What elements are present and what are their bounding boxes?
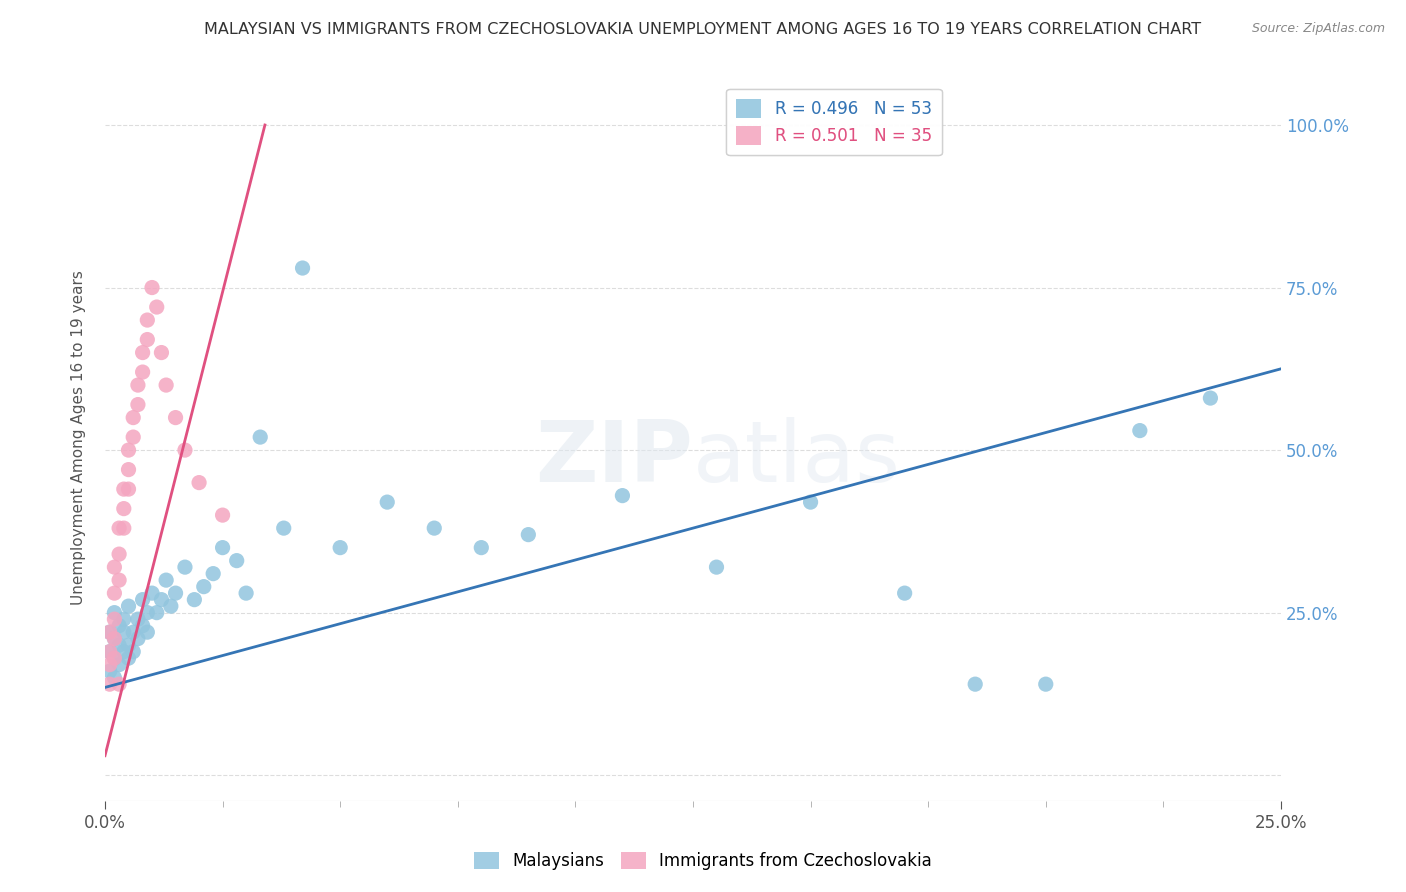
Point (273, 521, 295, 535)
Text: atlas: atlas (693, 417, 901, 500)
Point (122, 410, 145, 425)
Point (117, 638, 139, 652)
Point (141, 280, 163, 294)
Point (423, 521, 446, 535)
Point (188, 475, 211, 490)
Text: MALAYSIAN VS IMMIGRANTS FROM CZECHOSLOVAKIA UNEMPLOYMENT AMONG AGES 16 TO 19 YEA: MALAYSIAN VS IMMIGRANTS FROM CZECHOSLOVA… (204, 22, 1202, 37)
Point (470, 541, 492, 555)
Point (165, 586, 187, 600)
Point (800, 495, 823, 509)
Point (127, 398, 149, 412)
Point (103, 651, 125, 665)
Point (108, 618, 131, 632)
Point (131, 345, 153, 359)
Point (98, 625, 121, 640)
Point (108, 521, 131, 535)
Point (136, 606, 159, 620)
Point (122, 625, 145, 640)
Point (235, 586, 257, 600)
Legend: Malaysians, Immigrants from Czechoslovakia: Malaysians, Immigrants from Czechoslovak… (467, 845, 939, 877)
Point (103, 651, 125, 665)
Point (155, 378, 177, 392)
Point (174, 560, 197, 574)
Point (112, 625, 135, 640)
Point (112, 501, 135, 516)
Point (112, 521, 135, 535)
Point (117, 482, 139, 496)
Point (706, 560, 728, 574)
Point (103, 632, 125, 646)
Point (131, 592, 153, 607)
Point (103, 586, 125, 600)
Point (108, 573, 131, 587)
Point (122, 430, 145, 444)
Point (127, 378, 149, 392)
Point (202, 566, 225, 581)
Point (893, 586, 915, 600)
Point (112, 645, 135, 659)
Point (131, 365, 153, 379)
Point (127, 612, 149, 626)
Y-axis label: Unemployment Among Ages 16 to 19 years: Unemployment Among Ages 16 to 19 years (72, 269, 86, 605)
Point (136, 313, 159, 327)
Point (211, 508, 233, 522)
Point (112, 612, 135, 626)
Point (98, 657, 121, 672)
Point (291, 260, 314, 275)
Point (117, 443, 139, 458)
Point (1129, 424, 1152, 438)
Point (160, 599, 183, 614)
Text: Source: ZipAtlas.com: Source: ZipAtlas.com (1251, 22, 1385, 36)
Point (131, 618, 153, 632)
Point (108, 638, 131, 652)
Point (965, 677, 987, 691)
Point (103, 632, 125, 646)
Point (98, 625, 121, 640)
Point (136, 625, 159, 640)
Point (103, 560, 125, 574)
Point (117, 651, 139, 665)
Point (517, 527, 540, 541)
Text: ZIP: ZIP (536, 417, 693, 500)
Point (108, 547, 131, 561)
Point (98, 645, 121, 659)
Point (117, 462, 139, 476)
Point (122, 645, 145, 659)
Point (145, 300, 167, 314)
Point (211, 541, 233, 555)
Point (225, 554, 247, 568)
Point (249, 430, 271, 444)
Legend: R = 0.496   N = 53, R = 0.501   N = 35: R = 0.496 N = 53, R = 0.501 N = 35 (727, 88, 942, 155)
Point (112, 482, 135, 496)
Point (117, 599, 139, 614)
Point (136, 333, 159, 347)
Point (150, 345, 173, 359)
Point (150, 592, 173, 607)
Point (108, 657, 131, 672)
Point (108, 677, 131, 691)
Point (612, 489, 634, 503)
Point (145, 606, 167, 620)
Point (98, 645, 121, 659)
Point (329, 541, 352, 555)
Point (375, 495, 398, 509)
Point (174, 443, 197, 458)
Point (155, 573, 177, 587)
Point (1199, 391, 1222, 405)
Point (183, 592, 205, 607)
Point (141, 586, 163, 600)
Point (165, 410, 187, 425)
Point (1035, 677, 1057, 691)
Point (103, 606, 125, 620)
Point (103, 612, 125, 626)
Point (98, 664, 121, 678)
Point (98, 677, 121, 691)
Point (193, 580, 215, 594)
Point (103, 671, 125, 685)
Point (127, 632, 149, 646)
